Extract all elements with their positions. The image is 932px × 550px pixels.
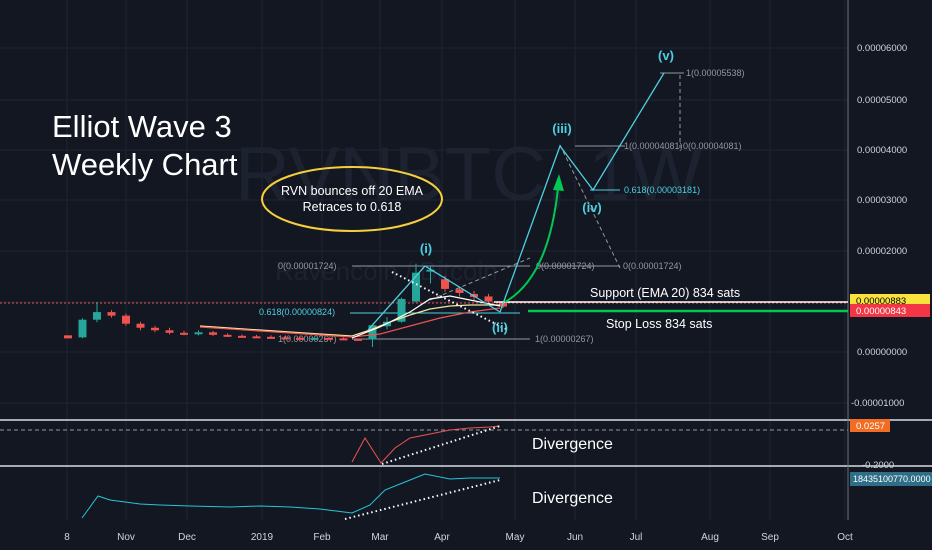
fib-label: 0.618(0.00003181) xyxy=(624,185,700,195)
candle-body[interactable] xyxy=(310,337,319,340)
wave-label-ii: (ii) xyxy=(492,320,508,335)
time-tick: Dec xyxy=(178,532,196,543)
candle-body[interactable] xyxy=(368,325,377,340)
green-arrow-head xyxy=(553,174,564,191)
price-axis[interactable]: 0.00006000 0.00005000 0.00004000 0.00003… xyxy=(851,43,907,471)
price-badge-red xyxy=(850,304,930,317)
candle-body[interactable] xyxy=(64,335,72,339)
candle-body[interactable] xyxy=(397,298,406,322)
time-tick: Aug xyxy=(701,532,719,543)
price-tick: 0.00003000 xyxy=(857,195,907,206)
fib-label: 0(0.00001724) xyxy=(623,261,682,271)
price-badge-yellow-text: 0.00000883 xyxy=(856,296,906,307)
ellipse-text-line1: RVN bounces off 20 EMA xyxy=(281,184,424,198)
candle-body[interactable] xyxy=(107,312,116,316)
annotation-ellipse[interactable] xyxy=(261,166,443,232)
annotation-title-line2: Weekly Chart xyxy=(52,147,238,182)
candle-body[interactable] xyxy=(281,337,290,340)
price-badge-red-text: 0.00000843 xyxy=(856,306,906,317)
divergence-label-2: Divergence xyxy=(532,490,613,507)
rsi-badge xyxy=(850,419,890,432)
stop-loss-label: Stop Loss 834 sats xyxy=(606,317,712,331)
fib-label: 0(0.00001724) xyxy=(536,261,595,271)
candle-body[interactable] xyxy=(136,323,145,328)
candle-body[interactable] xyxy=(165,330,174,333)
wave-label-i: (i) xyxy=(420,241,432,256)
price-badge-yellow xyxy=(850,294,930,307)
candle-body[interactable] xyxy=(151,327,159,331)
rsi-line xyxy=(351,425,501,464)
candle-body[interactable] xyxy=(339,338,348,341)
divergence-label-1: Divergence xyxy=(532,436,613,453)
ema-50-line xyxy=(199,307,501,338)
obv-divergence-line xyxy=(344,479,501,520)
watermark-description: Ravencoin / Bitcoin xyxy=(275,256,498,286)
rsi-axis-tick: -0.2000 xyxy=(862,460,894,471)
price-tick: 0.00006000 xyxy=(857,43,907,54)
time-tick: 8 xyxy=(64,532,70,543)
candle-body[interactable] xyxy=(93,312,101,320)
candles[interactable] xyxy=(64,263,507,347)
candle-body[interactable] xyxy=(455,289,464,293)
obv-line xyxy=(81,473,500,519)
candle-body[interactable] xyxy=(180,332,188,335)
support-label: Support (EMA 20) 834 sats xyxy=(590,286,740,300)
candle-body[interactable] xyxy=(122,315,130,324)
candle-body[interactable] xyxy=(354,338,362,341)
candle-body[interactable] xyxy=(223,334,232,337)
fib-retracement-a[interactable] xyxy=(350,265,620,340)
time-tick: Jun xyxy=(567,532,583,543)
candle-body[interactable] xyxy=(441,279,449,289)
fib-projection-dashes xyxy=(429,75,681,301)
candle-body[interactable] xyxy=(209,332,217,335)
price-tick: 0.00005000 xyxy=(857,95,907,106)
time-tick: Sep xyxy=(761,532,779,543)
rsi-badge-text: 0.0257 xyxy=(856,421,885,432)
time-tick: Mar xyxy=(371,532,389,543)
time-tick: Oct xyxy=(837,532,853,543)
time-tick: Apr xyxy=(434,532,450,543)
fib-label: 1(0.00004081) xyxy=(624,141,683,151)
price-tick: 0.00004000 xyxy=(857,145,907,156)
candle-body[interactable] xyxy=(296,337,304,340)
price-tick: -0.00001000 xyxy=(851,398,904,409)
fib-label: 0(0.00001724) xyxy=(278,261,337,271)
fib-label: 0(0.00004081) xyxy=(683,141,742,151)
candle-body[interactable] xyxy=(325,337,333,340)
fib-label: 1(0.00000267) xyxy=(278,334,337,344)
wave-label-iii: (iii) xyxy=(552,121,572,136)
fib-label: 0.618(0.00000824) xyxy=(259,307,335,317)
price-tick: 0.00002000 xyxy=(857,246,907,257)
annotation-title-line1: Elliot Wave 3 xyxy=(52,109,232,144)
time-axis[interactable]: 8 Nov Dec 2019 Feb Mar Apr May Jun Jul A… xyxy=(64,532,853,543)
price-tick: 0.00000000 xyxy=(857,347,907,358)
time-tick: Feb xyxy=(313,532,331,543)
wave-label-v: (v) xyxy=(658,48,674,63)
wave-label-iv: (iv) xyxy=(582,200,602,215)
fib-label: 1(0.00000267) xyxy=(535,334,594,344)
candle-body[interactable] xyxy=(238,335,246,338)
candle-body[interactable] xyxy=(194,332,203,335)
green-arrow xyxy=(504,187,559,303)
fib-label: 1(0.00005538) xyxy=(686,68,745,78)
time-tick: Jul xyxy=(630,532,643,543)
candle-body[interactable] xyxy=(252,336,261,339)
time-tick: May xyxy=(506,532,525,543)
gridlines xyxy=(0,0,848,520)
candle-body[interactable] xyxy=(267,336,275,339)
elliott-wave-lines[interactable] xyxy=(367,72,665,331)
trend-dotted-lines xyxy=(391,271,509,331)
candle-body[interactable] xyxy=(78,319,87,338)
time-tick: 2019 xyxy=(251,532,274,543)
candle-body[interactable] xyxy=(484,296,493,302)
ema-20-line xyxy=(199,304,500,337)
obv-badge-text: 18435100770.0000 xyxy=(853,474,931,484)
candle-body[interactable] xyxy=(426,269,435,272)
obv-badge xyxy=(850,472,932,486)
candle-body[interactable] xyxy=(412,272,420,302)
ellipse-text-line2: Retraces to 0.618 xyxy=(303,200,402,214)
time-tick: Nov xyxy=(117,532,135,543)
